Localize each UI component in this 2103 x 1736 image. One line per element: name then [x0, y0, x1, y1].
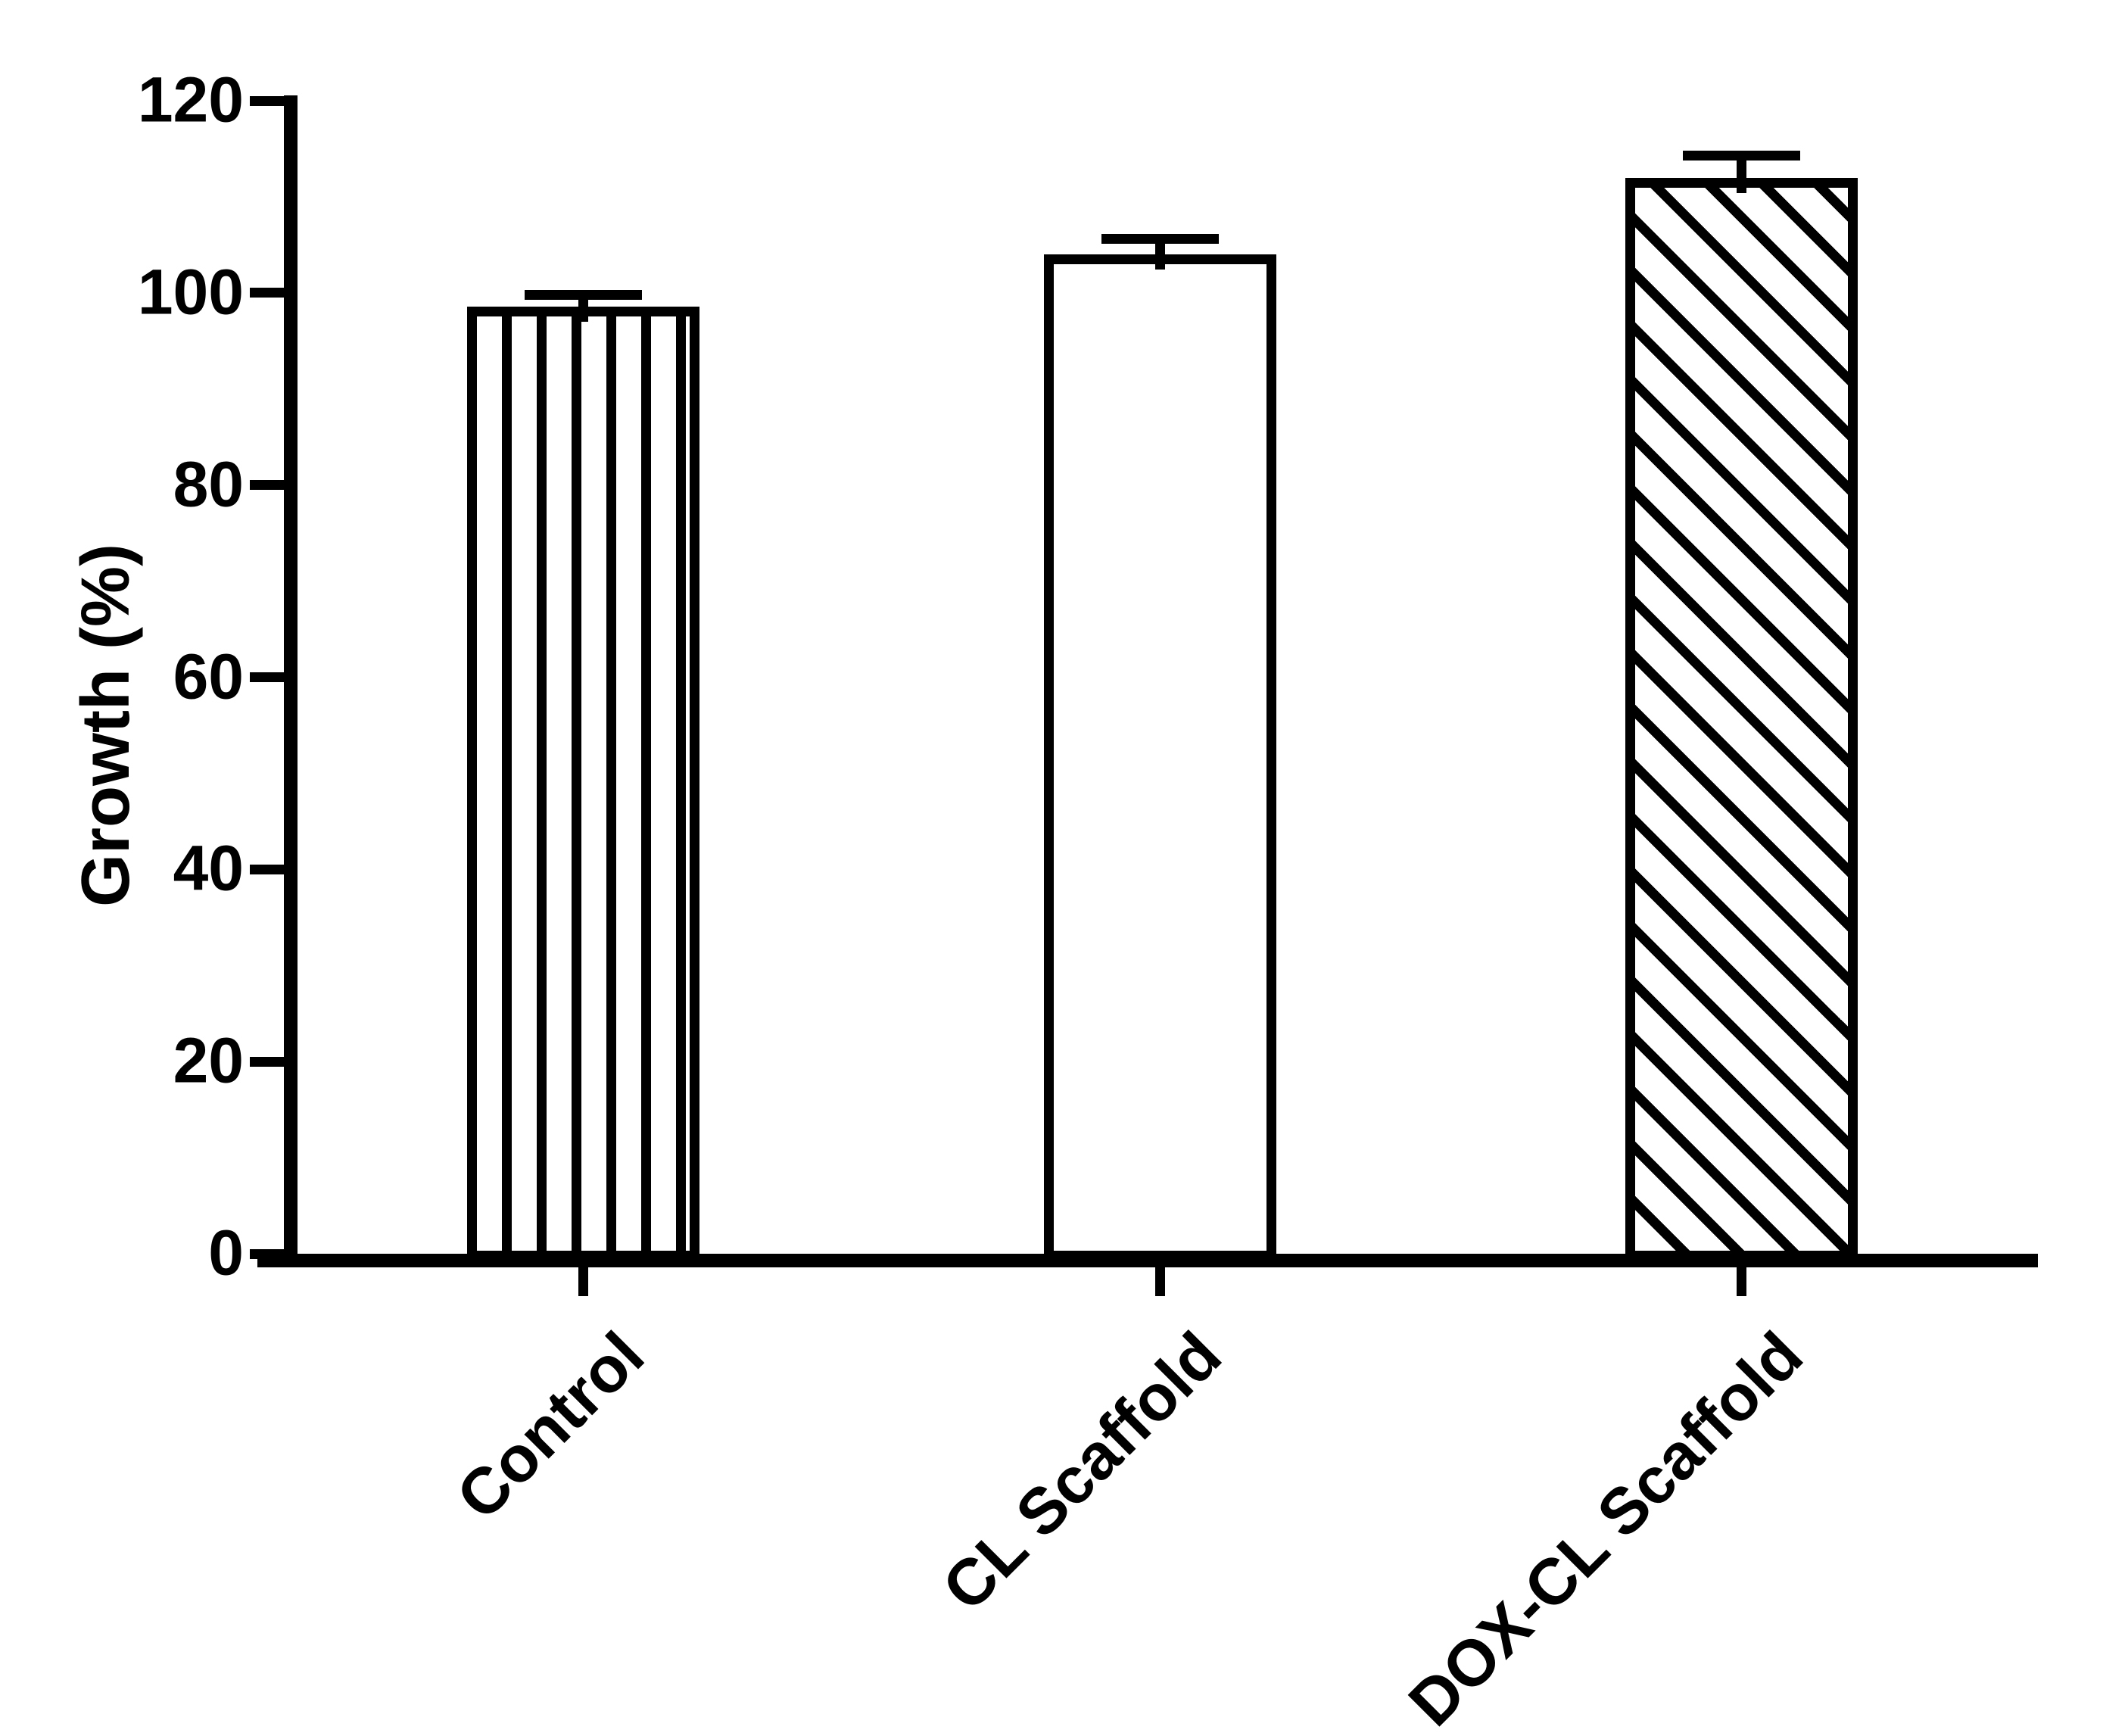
x-axis-label: Control	[443, 1318, 659, 1534]
bar-cl-scaffold	[1043, 254, 1276, 1261]
x-axis-baseline	[257, 1254, 2038, 1267]
error-bar-stem	[578, 295, 588, 322]
y-tick-label: 120	[137, 64, 244, 136]
y-axis-tick	[250, 1248, 284, 1259]
bar-dox-cl-scaffold	[1625, 177, 1858, 1261]
y-tick-label: 60	[173, 640, 244, 712]
x-axis-label: DOX-CL Scaffold	[1394, 1318, 1817, 1736]
y-axis-tick	[250, 864, 284, 874]
y-axis-tick	[250, 1056, 284, 1067]
y-axis-spine	[284, 95, 298, 1267]
error-bar-stem	[1154, 238, 1165, 270]
y-tick-label: 100	[137, 256, 244, 328]
y-axis-tick	[250, 288, 284, 298]
x-axis-tick	[1736, 1267, 1746, 1296]
x-axis-tick	[1154, 1267, 1165, 1296]
y-tick-label: 20	[173, 1024, 244, 1096]
y-axis-tick	[250, 95, 284, 106]
bar-control	[466, 306, 699, 1261]
y-axis-tick	[250, 672, 284, 682]
error-bar-cap	[524, 289, 642, 300]
error-bar-cap	[1101, 234, 1219, 245]
y-tick-label: 40	[173, 832, 244, 904]
error-bar-stem	[1736, 155, 1746, 193]
x-axis-label: CL Scaffold	[928, 1318, 1235, 1625]
y-axis-tick	[250, 480, 284, 491]
x-axis-tick	[578, 1267, 588, 1296]
y-tick-label: 80	[173, 447, 244, 519]
y-tick-label: 0	[208, 1217, 244, 1289]
error-bar-cap	[1682, 150, 1800, 161]
